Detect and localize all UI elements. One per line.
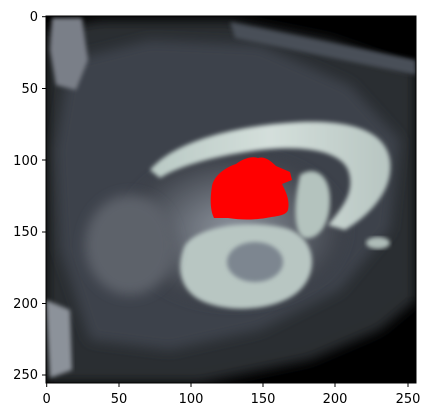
x-tick-label: 100 (179, 392, 204, 407)
y-tick-label: 150 (13, 225, 38, 240)
x-tick-label: 250 (396, 392, 421, 407)
left-structure (50, 18, 88, 90)
chamber-inner (227, 242, 283, 282)
y-axis: 0 50 100 150 200 250 (13, 10, 46, 383)
right-spot (366, 237, 390, 249)
right-vessel (295, 171, 330, 239)
upper-edge (230, 22, 416, 75)
y-tick-label: 200 (13, 297, 38, 312)
segmentation-overlay (210, 157, 292, 220)
x-tick-label: 150 (251, 392, 276, 407)
x-axis: 0 50 100 150 200 250 (43, 383, 421, 407)
y-tick-label: 50 (21, 82, 38, 97)
x-tick-label: 0 (43, 392, 51, 407)
bright-arc (150, 121, 391, 230)
y-tick-label: 0 (30, 10, 38, 25)
x-tick-label: 200 (323, 392, 348, 407)
left-lower-structure (46, 300, 72, 378)
plot-frame (45, 15, 417, 384)
left-mid-texture (85, 195, 175, 295)
y-tick-label: 250 (13, 368, 38, 383)
mri-image (46, 16, 416, 383)
x-tick-label: 50 (111, 392, 128, 407)
y-tick-label: 100 (13, 154, 38, 169)
